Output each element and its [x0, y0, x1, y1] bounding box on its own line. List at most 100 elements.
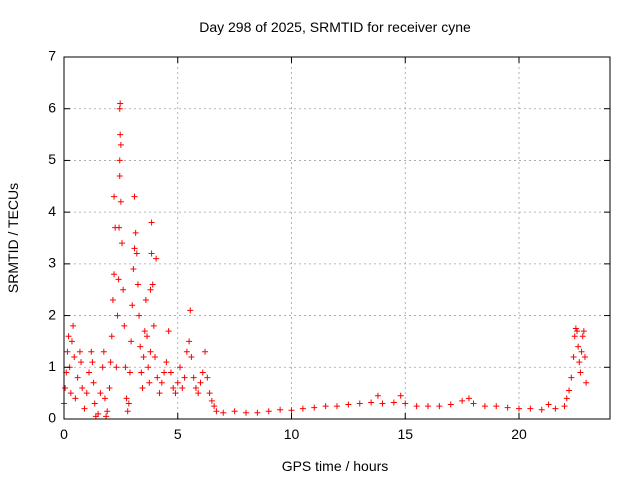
data-point — [148, 250, 155, 257]
data-point — [107, 359, 114, 366]
data-point — [174, 379, 181, 386]
data-point — [186, 338, 193, 345]
data-point — [183, 348, 190, 355]
data-point — [158, 379, 165, 386]
data-point — [165, 328, 172, 335]
data-point — [204, 374, 211, 381]
data-point — [150, 322, 157, 329]
data-point — [149, 281, 156, 288]
x-tick-label: 15 — [397, 426, 413, 442]
data-point — [132, 229, 139, 236]
axis-ticks — [63, 56, 610, 420]
data-point — [545, 401, 552, 408]
data-point — [538, 406, 545, 413]
data-point — [402, 400, 409, 407]
data-point — [116, 224, 123, 231]
data-point — [161, 369, 168, 376]
y-tick-label: 4 — [48, 203, 56, 219]
data-point — [74, 374, 81, 381]
data-point — [108, 333, 115, 340]
y-tick-label: 2 — [48, 306, 56, 322]
data-point — [413, 403, 420, 410]
data-point — [156, 390, 163, 397]
data-point — [368, 399, 375, 406]
data-point — [163, 359, 170, 366]
x-tick-label: 20 — [511, 426, 527, 442]
data-point — [572, 325, 579, 332]
data-point — [123, 395, 130, 402]
data-point — [104, 408, 111, 415]
data-point — [356, 400, 363, 407]
data-point — [137, 343, 144, 350]
data-point — [103, 413, 110, 420]
data-point — [199, 369, 206, 376]
data-point — [81, 405, 88, 412]
data-point — [147, 348, 154, 355]
data-point — [113, 364, 120, 371]
data-point — [195, 390, 202, 397]
data-point — [481, 403, 488, 410]
data-point — [172, 390, 179, 397]
data-point — [70, 322, 77, 329]
data-point — [447, 401, 454, 408]
data-point — [131, 193, 138, 200]
data-point — [153, 255, 160, 262]
data-point — [116, 105, 123, 112]
data-point — [71, 353, 78, 360]
data-point — [79, 384, 86, 391]
data-point — [187, 307, 194, 314]
data-point — [188, 353, 195, 360]
data-point — [561, 403, 568, 410]
data-point — [574, 328, 581, 335]
data-point — [177, 364, 184, 371]
data-point — [100, 348, 107, 355]
data-point — [334, 403, 340, 410]
data-point — [89, 359, 96, 366]
data-point — [154, 374, 161, 381]
data-point — [397, 392, 404, 399]
data-point — [131, 245, 138, 252]
data-point — [90, 379, 97, 386]
plot-frame — [63, 56, 611, 420]
data-point — [97, 390, 104, 397]
data-point — [116, 157, 123, 164]
y-tick-label: 0 — [48, 410, 56, 426]
data-point — [64, 348, 71, 355]
data-point — [126, 369, 133, 376]
data-point — [583, 379, 590, 386]
data-point — [117, 198, 124, 205]
data-point — [580, 328, 587, 335]
data-point — [152, 353, 158, 360]
data-point — [121, 322, 128, 329]
data-point — [192, 384, 199, 391]
data-point — [145, 364, 152, 371]
data-point — [374, 392, 381, 399]
data-point — [493, 403, 500, 410]
data-point — [129, 302, 136, 309]
data-point — [111, 193, 118, 200]
data-point — [134, 281, 141, 288]
data-point — [140, 353, 147, 360]
data-point — [470, 400, 477, 407]
data-point — [167, 369, 174, 376]
data-point — [111, 271, 118, 278]
data-point — [436, 403, 443, 410]
data-point — [220, 409, 227, 416]
x-tick-label: 5 — [174, 426, 182, 442]
data-point — [125, 400, 132, 407]
grid — [64, 57, 610, 419]
data-point — [109, 297, 116, 304]
x-tick-labels: 0 5 10 15 20 — [60, 426, 527, 442]
data-point — [106, 384, 113, 391]
data-point — [579, 333, 586, 340]
data-point — [67, 390, 74, 397]
data-point — [578, 348, 585, 355]
data-point — [425, 403, 431, 410]
data-point — [117, 141, 124, 148]
data-point — [577, 369, 584, 376]
data-point — [138, 369, 145, 376]
data-point — [566, 387, 573, 394]
data-point — [144, 333, 151, 340]
data-point — [563, 395, 570, 402]
